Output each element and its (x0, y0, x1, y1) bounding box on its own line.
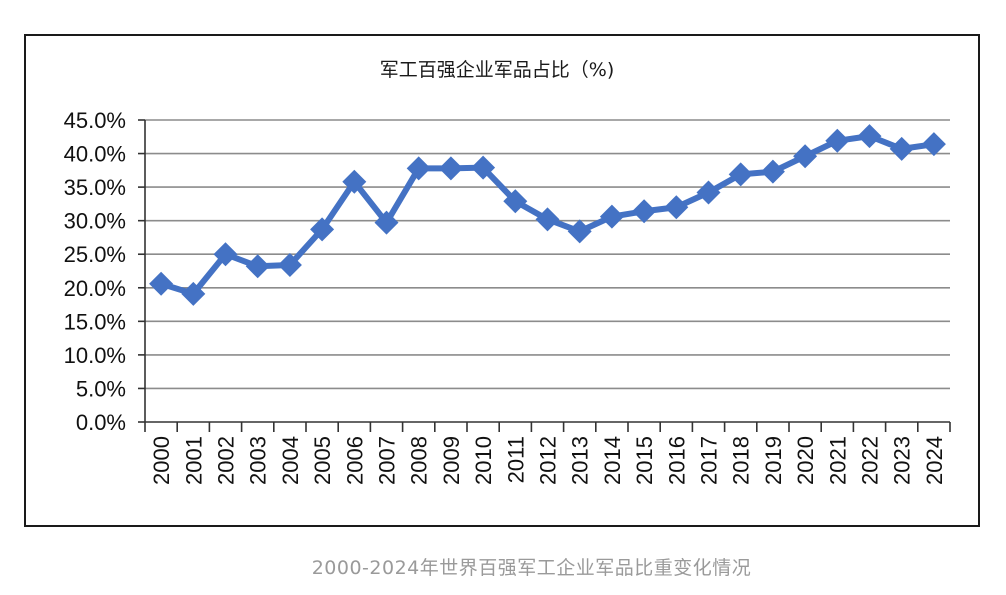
chart-title: 军工百强企业军品占比（%) (380, 59, 614, 81)
x-tick-label: 2000 (149, 436, 174, 485)
x-tick-label: 2018 (729, 436, 754, 485)
y-tick-labels: 0.0% 5.0% 10.0% 15.0% 20.0% 25.0% 30.0% 35.0% 40… (64, 108, 126, 435)
data-point-marker (245, 254, 270, 279)
y-tick-label: 25.0% (64, 242, 126, 267)
x-tick-label: 2010 (471, 436, 496, 485)
data-point-marker (503, 189, 528, 214)
data-point-marker (342, 169, 367, 194)
data-point-marker (728, 162, 753, 187)
x-tick-label: 2003 (246, 436, 271, 485)
x-tick-label: 2017 (697, 436, 722, 485)
x-tick-label: 2016 (664, 436, 689, 485)
y-tick-label: 15.0% (64, 309, 126, 334)
y-tick-label: 20.0% (64, 276, 126, 301)
data-point-marker (406, 156, 431, 181)
y-tick-label: 40.0% (64, 142, 126, 167)
x-tick-label: 2023 (890, 436, 915, 485)
y-tick-label: 5.0% (76, 376, 126, 401)
y-tick-label: 45.0% (64, 108, 126, 133)
y-tick-label: 30.0% (64, 209, 126, 234)
data-point-marker (438, 156, 463, 181)
gridlines (145, 119, 950, 390)
data-point-marker (471, 155, 496, 180)
x-tick-labels: 2000 2001 2002 2003 2004 2005 2006 2007 2008 2009… (149, 436, 947, 485)
x-tick-label: 2011 (503, 436, 528, 483)
x-tick-label: 2021 (825, 436, 850, 485)
y-tick-label: 10.0% (64, 343, 126, 368)
x-tick-label: 2024 (922, 436, 947, 485)
y-tick-label: 0.0% (76, 410, 126, 435)
data-point-marker (567, 219, 592, 244)
data-point-marker (213, 242, 238, 267)
data-point-marker (277, 252, 302, 277)
x-tick-label: 2013 (568, 436, 593, 485)
data-point-marker (599, 204, 624, 229)
x-tick-label: 2008 (407, 436, 432, 485)
data-point-marker (889, 136, 914, 161)
data-point-marker (696, 180, 721, 205)
x-tick-label: 2014 (600, 436, 625, 485)
x-tick-label: 2012 (536, 436, 561, 485)
data-point-marker (857, 124, 882, 149)
data-point-marker (181, 281, 206, 306)
data-point-marker (632, 199, 657, 224)
figure-caption: 2000-2024年世界百强军工企业军品比重变化情况 (311, 557, 752, 579)
x-tick-label: 2007 (375, 436, 400, 485)
axes (138, 119, 951, 432)
x-tick-label: 2020 (793, 436, 818, 485)
x-tick-label: 2019 (761, 436, 786, 485)
y-tick-label: 35.0% (64, 175, 126, 200)
x-tick-label: 2009 (439, 436, 464, 485)
data-point-marker (374, 210, 399, 235)
x-tick-label: 2002 (214, 436, 239, 485)
x-tick-label: 2001 (181, 436, 206, 485)
data-point-marker (149, 271, 174, 296)
chart-frame (24, 34, 980, 527)
x-tick-label: 2015 (632, 436, 657, 485)
series (149, 124, 946, 306)
x-tick-label: 2004 (278, 436, 303, 485)
data-point-marker (664, 195, 689, 220)
data-point-marker (535, 207, 560, 232)
data-point-marker (760, 159, 785, 184)
data-point-marker (921, 132, 946, 157)
x-tick-label: 2022 (858, 436, 883, 485)
x-tick-label: 2006 (342, 436, 367, 485)
data-point-marker (825, 128, 850, 153)
data-point-marker (310, 217, 335, 242)
x-tick-label: 2005 (310, 436, 335, 485)
data-point-marker (793, 144, 818, 169)
